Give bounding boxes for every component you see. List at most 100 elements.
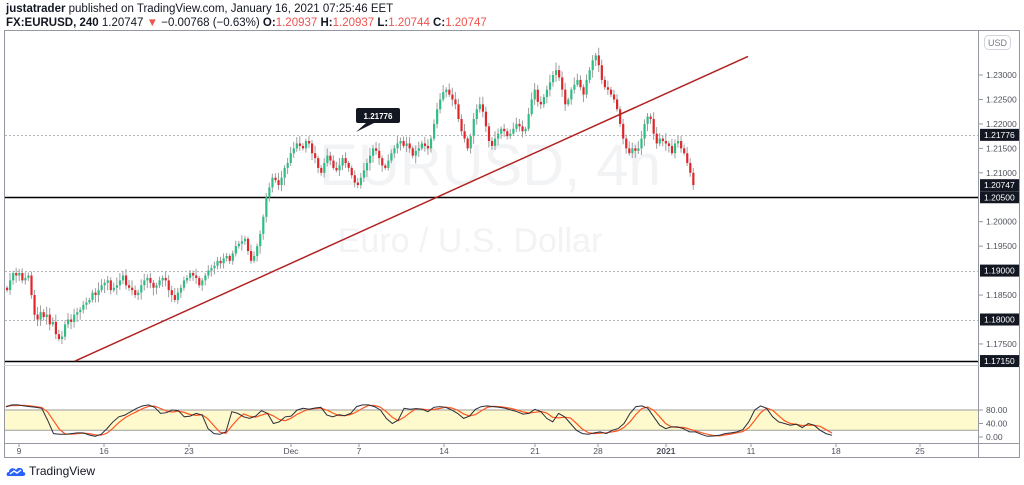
bearish-candle [606,87,610,90]
oscillator-tick-label: 0.00 [986,432,1003,442]
bearish-candle [634,148,637,151]
currency-badge[interactable] [984,35,1011,50]
bearish-candle [134,290,137,296]
bullish-candle [67,319,70,325]
price-tick-label: 1.22000 [986,119,1017,129]
bullish-candle [51,321,54,325]
bullish-candle [222,258,225,264]
bearish-candle [408,143,411,149]
bearish-candle [131,287,134,291]
time-tick-label: 16 [99,446,109,456]
price-axis[interactable]: 1.23000 1.22500 1.22000 1.21500 1.21000 1.200… [979,70,1019,368]
bullish-candle [140,285,143,293]
bearish-candle [195,275,198,278]
bearish-candle [521,126,524,132]
time-tick-label: 14 [439,446,449,456]
bearish-candle [277,180,280,186]
open-label: O: [262,17,276,29]
price-callout[interactable]: 1.21776 [356,108,400,132]
trendline-segment [74,55,749,362]
low-label: L: [377,17,389,29]
bearish-candle [274,177,277,181]
bullish-candle [240,241,244,244]
bearish-candle [70,319,73,322]
bullish-candle [396,143,399,149]
bearish-candle [539,101,542,105]
bearish-candle [600,65,603,80]
trendline[interactable] [74,55,749,362]
bullish-candle [475,109,478,120]
bearish-candle [170,290,173,296]
time-tick-label: 23 [184,446,194,456]
price-tick-label: 1.20000 [986,217,1017,227]
bullish-candle [253,255,256,261]
stochastic-oscillator [5,404,978,437]
bearish-candle [506,131,509,137]
bullish-candle [405,143,408,146]
time-tick-label: 28 [593,446,603,456]
bullish-candle [673,143,677,154]
chart-frame [4,30,1020,458]
bullish-candle [256,246,259,256]
footer-brand[interactable]: TradingView [6,464,95,478]
bullish-candle [530,99,533,115]
bearish-candle [402,141,405,146]
bullish-candle [570,89,573,100]
bearish-candle [307,141,311,144]
callout-box [356,108,400,123]
bearish-candle [36,314,39,320]
high-label: H: [320,17,333,29]
candlesticks [6,47,695,345]
bullish-candle [567,99,570,105]
bearish-candle [198,277,201,286]
bullish-candle [262,216,265,234]
callout-pointer [356,123,374,132]
bullish-candle [39,312,42,320]
bearish-candle [680,141,683,149]
bearish-candle [30,275,33,296]
bearish-candle [683,148,686,154]
bearish-candle [670,145,674,154]
bearish-candle [536,89,539,102]
publish-info: published on TradingView.com, January 16… [65,3,394,15]
bearish-candle [164,277,167,281]
bullish-candle [585,79,588,95]
bearish-candle [353,175,356,183]
bearish-candle [448,89,451,95]
publish-line: justatrader published on TradingView.com… [6,2,487,16]
bullish-candle [399,141,402,144]
bearish-candle [664,141,667,144]
bearish-candle [558,70,561,78]
bullish-candle [283,167,286,178]
bullish-candle [201,280,204,286]
price-tick-label: 1.19500 [986,241,1017,251]
bearish-candle [652,119,655,134]
bullish-candle [417,148,420,151]
bullish-candle [387,160,390,168]
bullish-candle [362,170,366,178]
bullish-candle [231,253,234,261]
bearish-candle [484,111,488,127]
bullish-candle [368,155,372,164]
bullish-candle [179,287,183,293]
bullish-candle [158,280,161,286]
bearish-candle [347,163,350,168]
bearish-candle [463,131,466,139]
time-axis[interactable]: 9 16 23 Dec 7 14 21 28 2021 11 18 25 [17,444,925,456]
bullish-candle [207,270,210,276]
bearish-candle [109,280,112,291]
close-label: C: [433,17,446,29]
author-name[interactable]: justatrader [6,3,66,15]
bullish-candle [646,116,649,124]
bullish-candle [436,109,439,124]
bullish-candle [420,143,423,149]
bearish-candle [579,79,582,88]
bullish-candle [146,277,149,281]
time-tick-label: 21 [530,446,540,456]
bullish-candle [24,277,27,281]
bearish-candle [335,167,338,171]
price-label-box [980,191,1019,204]
close-value: 1.20747 [445,17,487,29]
price-label-box [980,128,1019,141]
